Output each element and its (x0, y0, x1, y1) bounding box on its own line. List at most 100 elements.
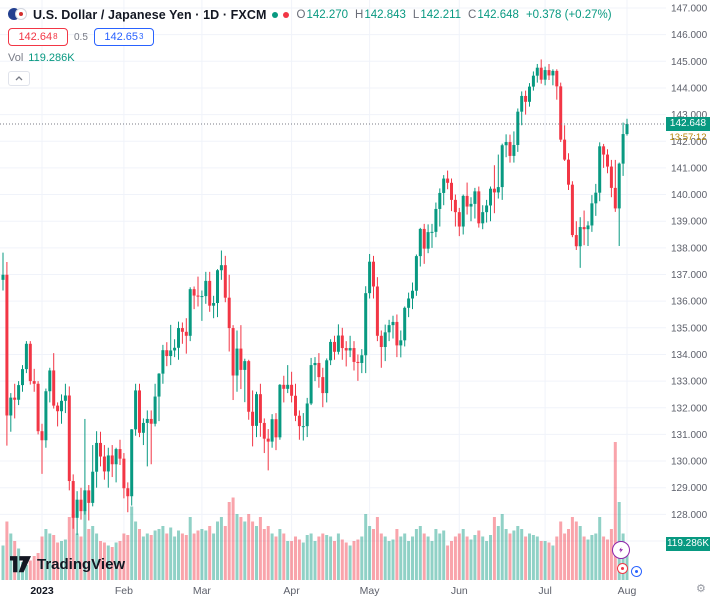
volume-bar (102, 542, 106, 580)
last-volume-value: 119.286K (666, 538, 710, 550)
volume-bar (145, 533, 149, 580)
candle-body (446, 178, 450, 183)
last-volume-badge: 119.286K (666, 537, 710, 552)
volume-bar (75, 533, 79, 580)
change-value: +0.378 (+0.27%) (525, 8, 612, 21)
volume-bar (535, 536, 539, 580)
candle-body (340, 335, 344, 349)
candle-body (461, 195, 465, 227)
volume-bar (247, 514, 251, 580)
candle-body (266, 438, 270, 442)
sell-price-button[interactable]: 142.64 8 (8, 28, 68, 46)
candle-body (555, 70, 559, 87)
volume-bar (169, 527, 173, 580)
candle-body (24, 343, 28, 370)
candle-body (32, 381, 36, 384)
candle-body (325, 360, 329, 394)
volume-bar (336, 533, 340, 580)
volume-bar (372, 529, 375, 580)
candle-body (504, 142, 508, 146)
volume-bar (590, 535, 594, 580)
event-marker-blue-icon[interactable] (631, 566, 642, 577)
tradingview-logo[interactable]: TradingView (10, 556, 125, 573)
volume-bar (414, 529, 418, 580)
volume-bar (301, 542, 305, 580)
last-price-badge: 142.648 (666, 116, 710, 131)
volume-bar (430, 541, 434, 580)
volume-bar (188, 517, 192, 580)
volume-bar (180, 533, 184, 580)
candle-body (235, 348, 239, 376)
volume-bar (329, 536, 333, 580)
market-status-dot-icon[interactable] (271, 11, 278, 18)
volume-bar (114, 542, 118, 580)
candle-body (516, 111, 520, 145)
candle-body (574, 235, 578, 247)
candle-body (551, 70, 555, 76)
price-axis-label: 142.000 (671, 137, 708, 148)
time-axis-label: Apr (283, 585, 300, 597)
candle-body (609, 166, 613, 188)
volume-bar (44, 529, 48, 580)
volume-bar (227, 502, 231, 580)
price-axis-label: 137.000 (671, 270, 708, 281)
volume-bar (352, 541, 356, 580)
volume-bar (130, 506, 134, 580)
buy-price-button[interactable]: 142.65 3 (93, 28, 154, 46)
candle-body (255, 394, 258, 426)
volume-bar (434, 529, 438, 580)
candle-body (578, 227, 582, 247)
event-marker-red-icon[interactable] (617, 563, 628, 574)
close-value: 142.648 (477, 8, 519, 21)
candle-body (403, 307, 407, 341)
candle-body (231, 328, 235, 376)
spread-value: 0.5 (74, 31, 88, 43)
candle-body (177, 328, 180, 348)
candle-body (95, 442, 99, 472)
axis-settings-gear-icon[interactable]: ⚙ (696, 583, 706, 595)
volume-bar (625, 544, 629, 580)
flash-button[interactable] (612, 541, 630, 559)
high-label: H (355, 8, 364, 21)
candle-body (114, 449, 118, 465)
symbol-title[interactable]: U.S. Dollar / Japanese Yen · 1D · FXCM (33, 7, 267, 22)
volume-bar (134, 521, 138, 580)
candle-body (590, 203, 594, 226)
volume-bar (5, 521, 9, 580)
volume-bar (196, 530, 200, 580)
candle-body (83, 490, 87, 512)
close-label: C (468, 8, 477, 21)
ohlc-values: O 142.270 H 142.843 L 142.211 C 142.648 +0.3… (297, 9, 612, 21)
candle-body (356, 361, 360, 363)
candle-body (286, 384, 290, 389)
volume-bar (578, 526, 582, 580)
volume-bar (531, 535, 535, 580)
candle-body (625, 123, 629, 135)
candle-body (309, 365, 313, 404)
candle-body (613, 187, 617, 209)
data-status-dot-icon[interactable] (282, 11, 289, 18)
candle-body (21, 369, 24, 386)
volume-bar (438, 533, 442, 580)
candle-body (434, 208, 438, 232)
candle-body (153, 396, 157, 424)
candle-body (520, 95, 524, 112)
volume-bar (442, 530, 446, 580)
volume-bar (606, 539, 609, 580)
time-axis-label: Mar (193, 585, 212, 597)
candle-body (138, 390, 141, 433)
collapse-legend-button[interactable] (8, 71, 30, 86)
candle-body (442, 178, 446, 193)
candle-body (247, 361, 251, 412)
volume-bar (469, 539, 473, 580)
volume-bar (512, 530, 516, 580)
candle-body (531, 75, 535, 87)
candle-body (594, 192, 598, 204)
candle-body (48, 370, 52, 392)
candle-body (508, 142, 512, 156)
volume-bar (1, 545, 5, 580)
volume-bar (539, 541, 543, 580)
candle-body (539, 67, 543, 80)
